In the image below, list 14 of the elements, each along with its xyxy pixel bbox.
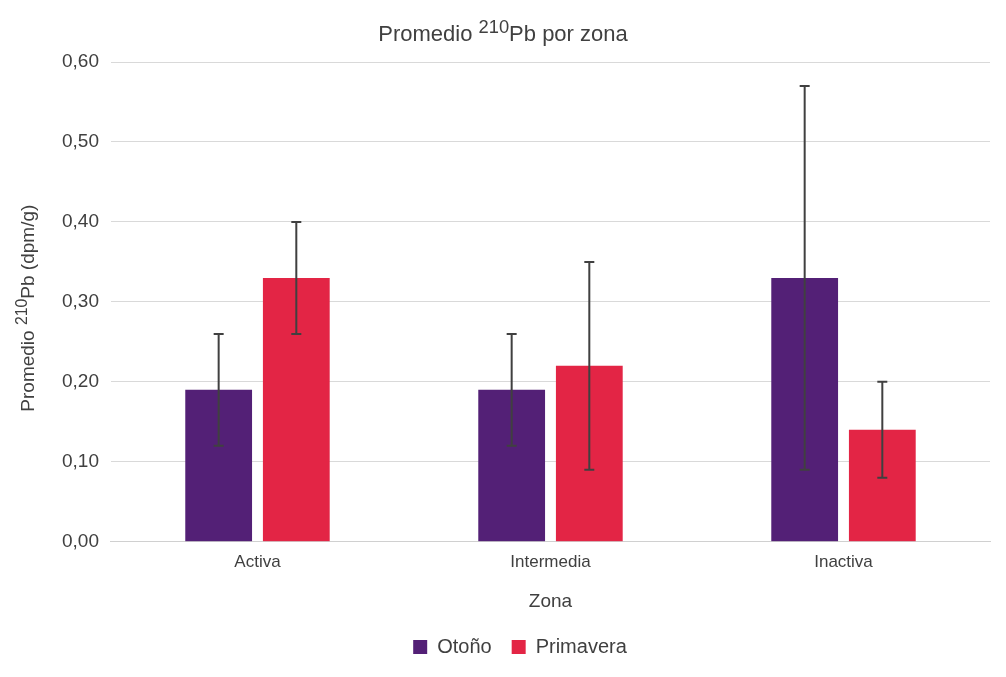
x-tick-label: Activa — [234, 551, 282, 571]
y-tick-label: 0,30 — [62, 290, 99, 312]
y-tick-label: 0,40 — [62, 210, 99, 232]
x-tick-label: Intermedia — [510, 551, 592, 571]
legend-label: Primavera — [535, 634, 628, 657]
x-tick-label: Inactiva — [814, 551, 874, 571]
y-tick-label: 0,10 — [62, 450, 99, 472]
legend-label: Otoño — [437, 634, 492, 657]
x-axis-title: Zona — [528, 589, 573, 611]
y-tick-label: 0,60 — [62, 50, 99, 72]
y-tick-label: 0,00 — [62, 530, 99, 552]
y-tick-label: 0,50 — [62, 130, 99, 152]
y-tick-label: 0,20 — [62, 370, 99, 392]
chart-title: Promedio $^{210}$Pb por zona — [377, 16, 629, 48]
